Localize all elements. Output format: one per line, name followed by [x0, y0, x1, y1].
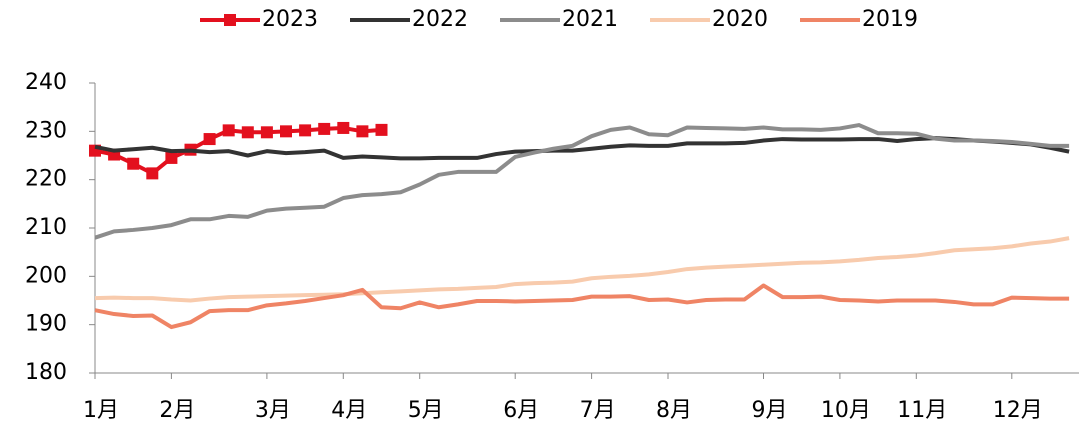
point: [241, 126, 254, 139]
legend-label: 2019: [862, 7, 918, 32]
point: [337, 121, 350, 134]
x-tick-label: 1月: [83, 398, 119, 423]
series-line: [94, 136, 1070, 161]
legend-marker: [224, 14, 236, 26]
legend-label: 2021: [562, 7, 618, 32]
series-line: [94, 125, 382, 176]
x-tick-label: 3月: [255, 398, 291, 423]
y-tick-label: 200: [25, 263, 67, 288]
point: [165, 151, 178, 164]
series-line: [94, 283, 1070, 330]
point: [203, 133, 216, 146]
point: [318, 122, 331, 135]
x-tick-label: 8月: [656, 398, 692, 423]
point: [375, 123, 388, 136]
legend-label: 2023: [262, 7, 318, 32]
point: [260, 126, 273, 139]
point: [146, 167, 159, 180]
y-tick-label: 230: [25, 118, 67, 143]
x-tick-label: 11月: [897, 398, 947, 423]
y-tick-label: 210: [25, 215, 67, 240]
x-tick-label: 12月: [993, 398, 1043, 423]
x-tick-label: 7月: [580, 398, 616, 423]
point: [127, 157, 140, 170]
point: [280, 125, 292, 138]
x-tick-label: 5月: [408, 398, 444, 423]
y-tick-label: 180: [25, 360, 67, 385]
series-line: [94, 236, 1070, 303]
point: [356, 125, 369, 138]
y-tick-label: 240: [25, 70, 67, 95]
y-tick-label: 190: [25, 312, 67, 337]
point: [222, 124, 235, 137]
legend-label: 2020: [712, 7, 768, 32]
point: [299, 124, 312, 137]
series-line: [94, 123, 1070, 240]
x-tick-label: 10月: [821, 398, 871, 423]
y-tick-label: 220: [25, 167, 67, 192]
x-tick-label: 2月: [159, 398, 195, 423]
x-tick-label: 9月: [752, 398, 788, 423]
legend-label: 2022: [412, 7, 468, 32]
x-tick-label: 4月: [331, 398, 367, 423]
x-tick-label: 6月: [503, 398, 539, 423]
